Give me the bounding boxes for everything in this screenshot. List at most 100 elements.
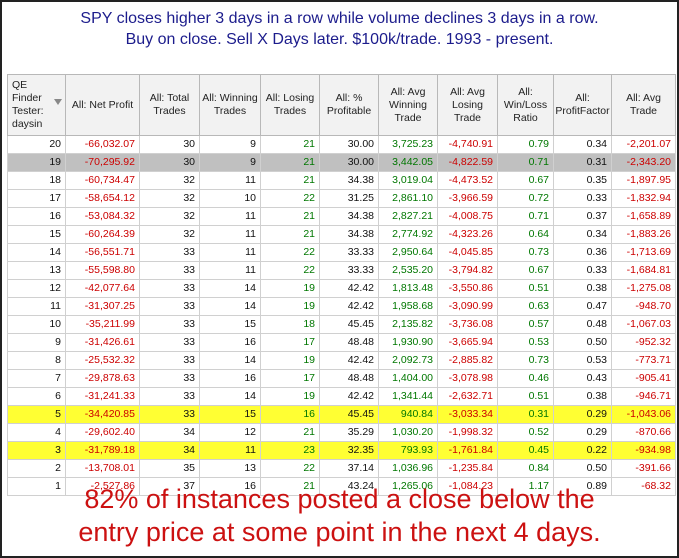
- cell-profit-factor: 0.29: [553, 405, 612, 424]
- cell-win-loss-ratio: 0.72: [497, 189, 554, 208]
- cell-avg-trade: -1,658.89: [611, 207, 676, 226]
- cell-pct-profitable: 45.45: [319, 315, 379, 334]
- table-row[interactable]: 3 -31,789.18 34 11 23 32.35 793.93 -1,761.84 0.4…: [7, 441, 676, 460]
- cell-total-trades: 33: [139, 279, 200, 298]
- table-row[interactable]: 11 -31,307.25 33 14 19 42.42 1,958.68 -3,090.99…: [7, 297, 676, 316]
- table-row[interactable]: 19 -70,295.92 30 9 21 30.00 3,442.05 -4,822.59 0…: [7, 153, 676, 172]
- cell-net-profit: -66,032.07: [65, 135, 140, 154]
- cell-daysin: 12: [7, 279, 66, 298]
- table-row[interactable]: 14 -56,551.71 33 11 22 33.33 2,950.64 -4,045.85…: [7, 243, 676, 262]
- cell-daysin: 15: [7, 225, 66, 244]
- table-row[interactable]: 8 -25,532.32 33 14 19 42.42 2,092.73 -2,885.82 0…: [7, 351, 676, 370]
- cell-avg-losing-trade: -4,740.91: [437, 135, 498, 154]
- cell-net-profit: -31,307.25: [65, 297, 140, 316]
- cell-total-trades: 30: [139, 153, 200, 172]
- cell-avg-trade: -1,883.26: [611, 225, 676, 244]
- col-header-net-profit[interactable]: All: Net Profit: [65, 74, 140, 136]
- cell-avg-winning-trade: 1,030.20: [378, 423, 438, 442]
- cell-avg-winning-trade: 1,036.96: [378, 459, 438, 478]
- cell-net-profit: -34,420.85: [65, 405, 140, 424]
- col-header-win-loss-ratio[interactable]: All: Win/Loss Ratio: [497, 74, 554, 136]
- cell-avg-losing-trade: -3,550.86: [437, 279, 498, 298]
- cell-winning-trades: 16: [199, 477, 261, 496]
- cell-profit-factor: 0.22: [553, 441, 612, 460]
- col-header-avg-losing-trade[interactable]: All: Avg Losing Trade: [437, 74, 498, 136]
- cell-total-trades: 33: [139, 405, 200, 424]
- cell-win-loss-ratio: 0.45: [497, 441, 554, 460]
- cell-pct-profitable: 33.33: [319, 243, 379, 262]
- table-row[interactable]: 13 -55,598.80 33 11 22 33.33 2,535.20 -3,794.82…: [7, 261, 676, 280]
- table-row[interactable]: 2 -13,708.01 35 13 22 37.14 1,036.96 -1,235.84 0…: [7, 459, 676, 478]
- cell-daysin: 9: [7, 333, 66, 352]
- table-row[interactable]: 10 -35,211.99 33 15 18 45.45 2,135.82 -3,736.08…: [7, 315, 676, 334]
- cell-pct-profitable: 31.25: [319, 189, 379, 208]
- cell-daysin: 20: [7, 135, 66, 154]
- cell-total-trades: 33: [139, 387, 200, 406]
- cell-pct-profitable: 48.48: [319, 369, 379, 388]
- table-row[interactable]: 7 -29,878.63 33 16 17 48.48 1,404.00 -3,078.98 0…: [7, 369, 676, 388]
- cell-avg-losing-trade: -3,090.99: [437, 297, 498, 316]
- table-row[interactable]: 17 -58,654.12 32 10 22 31.25 2,861.10 -3,966.59…: [7, 189, 676, 208]
- cell-avg-winning-trade: 793.93: [378, 441, 438, 460]
- cell-net-profit: -55,598.80: [65, 261, 140, 280]
- col-header-avg-winning-trade[interactable]: All: Avg Winning Trade: [378, 74, 438, 136]
- cell-avg-losing-trade: -2,885.82: [437, 351, 498, 370]
- cell-winning-trades: 11: [199, 261, 261, 280]
- table-row[interactable]: 5 -34,420.85 33 15 16 45.45 940.84 -3,033.34 0.3…: [7, 405, 676, 424]
- cell-pct-profitable: 33.33: [319, 261, 379, 280]
- cell-winning-trades: 14: [199, 279, 261, 298]
- cell-pct-profitable: 37.14: [319, 459, 379, 478]
- header-row: QE Finder Tester: daysin All: Net Profit…: [7, 74, 676, 136]
- table-row[interactable]: 15 -60,264.39 32 11 21 34.38 2,774.92 -4,323.26…: [7, 225, 676, 244]
- cell-daysin: 7: [7, 369, 66, 388]
- cell-win-loss-ratio: 0.71: [497, 207, 554, 226]
- cell-losing-trades: 21: [260, 225, 320, 244]
- col-header-winning-trades[interactable]: All: Winning Trades: [199, 74, 261, 136]
- cell-avg-losing-trade: -3,078.98: [437, 369, 498, 388]
- table-row[interactable]: 1 -2,527.86 37 16 21 43.24 1,265.06 -1,084.23 1.…: [7, 477, 676, 496]
- cell-losing-trades: 19: [260, 279, 320, 298]
- cell-pct-profitable: 34.38: [319, 225, 379, 244]
- col-header-daysin[interactable]: QE Finder Tester: daysin: [7, 74, 66, 136]
- table-row[interactable]: 6 -31,241.33 33 14 19 42.42 1,341.44 -2,632.71 0…: [7, 387, 676, 406]
- cell-winning-trades: 10: [199, 189, 261, 208]
- cell-avg-losing-trade: -2,632.71: [437, 387, 498, 406]
- cell-losing-trades: 22: [260, 243, 320, 262]
- filter-dropdown-icon[interactable]: [54, 99, 62, 105]
- cell-pct-profitable: 34.38: [319, 207, 379, 226]
- cell-avg-trade: -1,832.94: [611, 189, 676, 208]
- col-header-avg-trade[interactable]: All: Avg Trade: [611, 74, 676, 136]
- cell-winning-trades: 11: [199, 441, 261, 460]
- cell-winning-trades: 14: [199, 297, 261, 316]
- cell-winning-trades: 11: [199, 207, 261, 226]
- table-row[interactable]: 18 -60,734.47 32 11 21 34.38 3,019.04 -4,473.52…: [7, 171, 676, 190]
- cell-total-trades: 33: [139, 369, 200, 388]
- cell-net-profit: -31,789.18: [65, 441, 140, 460]
- col-header-losing-trades[interactable]: All: Losing Trades: [260, 74, 320, 136]
- table-row[interactable]: 20 -66,032.07 30 9 21 30.00 3,725.23 -4,740.91 0…: [7, 135, 676, 154]
- col-header-total-trades[interactable]: All: Total Trades: [139, 74, 200, 136]
- cell-losing-trades: 17: [260, 369, 320, 388]
- cell-pct-profitable: 32.35: [319, 441, 379, 460]
- cell-total-trades: 33: [139, 243, 200, 262]
- table-row[interactable]: 9 -31,426.61 33 16 17 48.48 1,930.90 -3,665.94 0…: [7, 333, 676, 352]
- cell-daysin: 8: [7, 351, 66, 370]
- table-row[interactable]: 16 -53,084.32 32 11 21 34.38 2,827.21 -4,008.75…: [7, 207, 676, 226]
- cell-net-profit: -56,551.71: [65, 243, 140, 262]
- cell-pct-profitable: 48.48: [319, 333, 379, 352]
- cell-net-profit: -25,532.32: [65, 351, 140, 370]
- cell-avg-winning-trade: 3,019.04: [378, 171, 438, 190]
- table-row[interactable]: 4 -29,602.40 34 12 21 35.29 1,030.20 -1,998.32 0…: [7, 423, 676, 442]
- cell-losing-trades: 21: [260, 135, 320, 154]
- col-header-label: QE Finder Tester: daysin: [12, 79, 44, 130]
- table-row[interactable]: 12 -42,077.64 33 14 19 42.42 1,813.48 -3,550.86…: [7, 279, 676, 298]
- cell-pct-profitable: 43.24: [319, 477, 379, 496]
- cell-avg-winning-trade: 3,442.05: [378, 153, 438, 172]
- cell-avg-losing-trade: -4,323.26: [437, 225, 498, 244]
- cell-pct-profitable: 42.42: [319, 387, 379, 406]
- col-header-profit-factor[interactable]: All: ProfitFactor: [553, 74, 612, 136]
- footer-line-2: entry price at some point in the next 4 …: [78, 517, 601, 547]
- cell-win-loss-ratio: 0.31: [497, 405, 554, 424]
- cell-avg-winning-trade: 940.84: [378, 405, 438, 424]
- col-header-pct-profitable[interactable]: All: % Profitable: [319, 74, 379, 136]
